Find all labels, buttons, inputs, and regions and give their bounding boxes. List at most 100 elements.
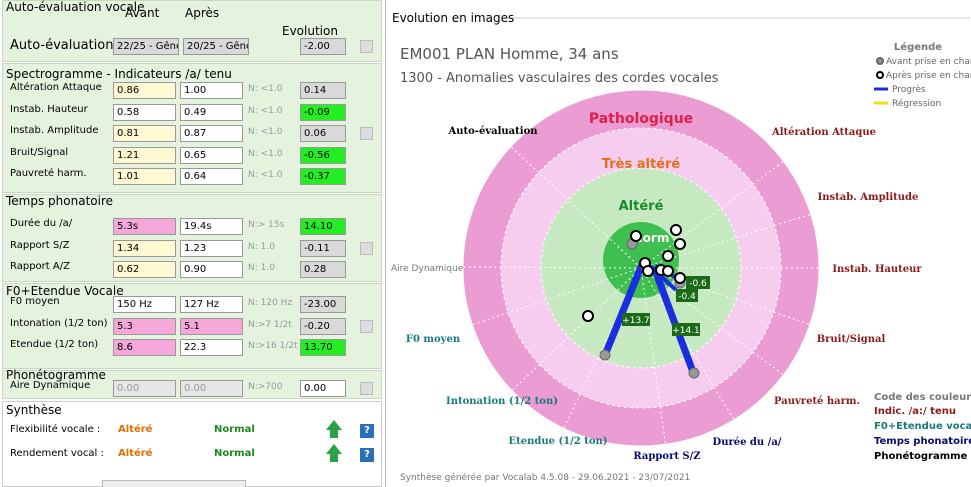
column-header: Après [185,6,220,20]
norm-label: N:>7 1/2t [248,319,292,330]
section-box [2,401,382,487]
after-point [674,238,686,250]
evolution-cell: 0.06 [300,125,346,142]
after-point [670,224,682,236]
progress-label: -0.4 [678,292,696,302]
progress-label: -0.6 [689,279,707,289]
legend-item: Avant prise en charge [886,57,971,67]
progress-line [651,268,697,374]
apres-cell: 20/25 - Gêne [183,38,249,55]
apres-cell: 5.1 [180,317,243,335]
axis-label: Auto-évaluation [447,126,538,137]
evolution-cell: 0.28 [300,261,346,278]
after-point [662,265,674,277]
synth-before: Altéré [118,448,153,459]
zone-label: Pathologique [589,111,693,127]
apres-cell: 0.49 [180,103,243,121]
norm-label: N: <1.0 [248,127,283,137]
row-label: Etendue (1/2 ton) [10,339,99,350]
color-code-item: Phonétogramme [874,450,968,462]
avant-cell: 0.86 [113,82,176,99]
evolution-cell: -0.56 [300,146,346,164]
apres-cell: 0.65 [180,146,243,164]
after-point [674,272,686,284]
row-label: F0 moyen [10,296,60,307]
section-title: Temps phonatoire [6,194,114,208]
section-button [360,319,373,333]
axis-label: Pauvreté harm. [774,396,860,407]
legend-item: Régression [892,98,941,109]
avant-cell: 8.6 [113,339,176,356]
avant-cell: 0.00 [113,380,176,397]
diagram: Evolution en images EM001 PLAN Homme, 34 … [389,10,971,483]
row-label: Intonation (1/2 ton) [10,317,108,329]
help-button[interactable]: ? [360,448,374,462]
progress-box [686,276,710,289]
color-code-item: Temps phonatoire [874,436,971,447]
apres-cell: 1.23 [180,239,243,257]
up-arrow [326,420,342,430]
axis-label: Altération Attaque [771,127,876,138]
legend-dot [876,71,884,79]
zone-label: Très altéré [602,157,681,172]
help-button[interactable]: ? [360,424,374,438]
section-button [360,127,373,140]
left-panel: Auto-évaluation vocale Avant Après Evolutio… [0,0,386,487]
before-point [688,367,700,379]
color-code-title: Code des couleurs [874,392,971,403]
progress-label: +14.1 [672,326,700,336]
apres-cell: 0.64 [180,168,243,185]
row-label: Rapport A/Z [10,261,70,272]
axis-label: Instab. Amplitude [818,192,919,203]
evolution-cell: 14.10 [300,218,346,235]
axis-label: Bruit/Signal [817,334,886,345]
evolution-cell: 0.00 [300,380,346,397]
legend-title: Légende [894,41,942,53]
legend-item: Progrès [892,84,926,95]
apres-cell: 0.87 [180,125,243,142]
row-label: Aire Dynamique [10,380,91,391]
evolution-cell: -23.00 [300,296,346,313]
diagnosis: 1300 - Anomalies vasculaires des cordes … [400,71,719,86]
norm-label: N: 1.0 [248,241,275,252]
section-title: Evolution en images [392,11,514,25]
row-label: Instab. Hauteur [10,103,88,115]
evolution-cell: -2.00 [300,38,346,55]
evolution-cell: -0.09 [300,103,346,121]
color-code-item: F0+Etendue vocale [874,421,971,432]
synth-label: Rendement vocal : [10,448,104,459]
row-label: Bruit/Signal [10,146,69,158]
footer: Synthèse générée par Vocalab 4.5.08 - 29… [400,472,690,483]
legend-item: Après prise en charge [886,70,971,81]
norm-label: N:> 15s [248,220,285,230]
column-header: Avant [125,6,160,20]
avant-cell: 5.3 [113,317,176,335]
progress-box [672,323,700,336]
avant-cell: 1.21 [113,146,176,164]
synth-after: Normal [214,448,255,459]
row-label: Rapport S/Z [10,239,70,251]
zone-label: Norm [633,231,670,245]
avant-cell: 1.01 [113,168,176,185]
evolution-cell: -0.11 [300,239,346,257]
section-title: Phonétogramme [6,368,106,382]
row-label: Durée du /a/ [10,218,73,229]
evolution-cell: -0.37 [300,168,346,185]
section-button [360,382,373,395]
evolution-cell: 0.14 [300,82,346,99]
progress-line [648,264,678,292]
axis-label: Durée du /a/ [713,437,782,448]
color-code-item: Indic. /a:/ tenu [874,406,956,417]
norm-label: N: <1.0 [248,84,283,94]
section-title: Auto-évaluation vocale [6,0,145,14]
avant-cell: 1.34 [113,239,176,257]
right-panel: Evolution en images EM001 PLAN Homme, 34 … [389,10,971,483]
axis-label: Etendue (1/2 ton) [508,436,607,447]
axis-label: Instab. Hauteur [832,264,922,275]
avant-cell: 150 Hz [113,296,176,313]
synth-after: Normal [214,424,255,435]
norm-label: N:>700 [248,382,283,392]
progress-box [676,289,698,302]
norm-label: N: <1.0 [248,105,283,116]
